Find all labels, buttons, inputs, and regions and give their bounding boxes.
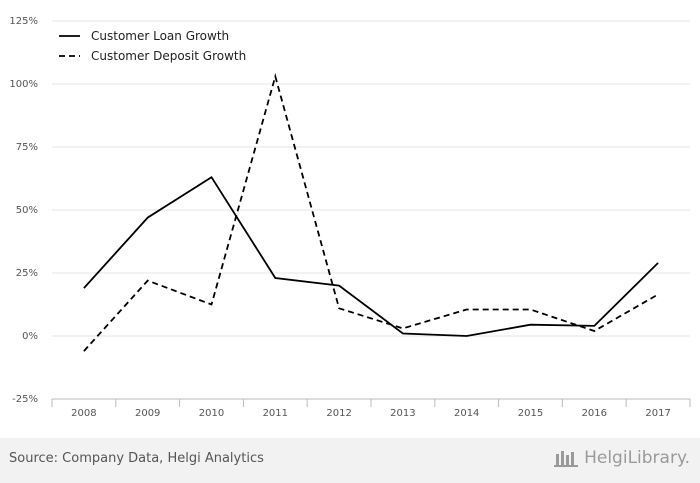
brand-logo: HelgiLibrary. (554, 448, 690, 468)
x-tick-label: 2015 (518, 408, 543, 419)
x-tick-label: 2014 (454, 408, 479, 419)
y-axis: -25% 0% 25% 50% 75% 100% 125% (9, 16, 38, 405)
y-tick-label: 100% (9, 79, 38, 90)
series-line (83, 175, 659, 337)
line-chart: -25% 0% 25% 50% 75% 100% 125% 2008 2009 2010 2011… (9, 16, 691, 419)
legend-label: Customer Loan Growth (91, 29, 229, 43)
x-tick-label: 2008 (71, 408, 96, 419)
legend: Customer Loan Growth Customer Deposit Gro… (59, 29, 246, 63)
y-tick-label: 75% (16, 142, 38, 153)
x-tick-label: 2011 (263, 408, 288, 419)
y-tick-label: 0% (22, 331, 38, 342)
grid-lines (52, 20, 690, 400)
y-tick-label: 125% (9, 16, 38, 27)
library-icon (554, 451, 579, 467)
x-tick-label: 2010 (199, 408, 224, 419)
source-text: Source: Company Data, Helgi Analytics (9, 451, 264, 466)
x-tick-label: 2013 (390, 408, 415, 419)
x-axis: 2008 2009 2010 2011 2012 2013 2014 2015 2016 2017 (51, 398, 691, 419)
footer (0, 438, 700, 483)
series-line (83, 73, 659, 352)
brand-name: HelgiLibrary. (584, 448, 690, 468)
y-tick-label: 50% (16, 205, 38, 216)
y-tick-label: -25% (12, 394, 38, 405)
x-tick-label: 2017 (645, 408, 670, 419)
x-tick-label: 2009 (135, 408, 160, 419)
y-tick-label: 25% (16, 268, 38, 279)
series-lines (83, 73, 659, 352)
x-tick-label: 2012 (326, 408, 351, 419)
x-tick-label: 2016 (582, 408, 607, 419)
legend-label: Customer Deposit Growth (91, 49, 246, 63)
